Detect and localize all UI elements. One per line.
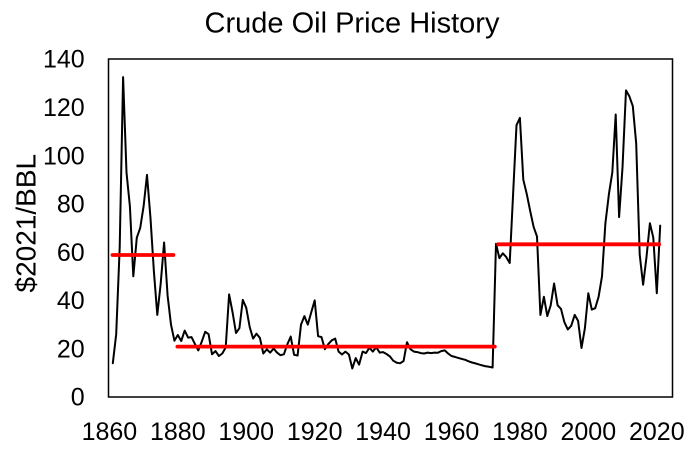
svg-text:1920: 1920 [287,418,343,446]
svg-text:2000: 2000 [560,418,616,446]
svg-text:80: 80 [57,191,85,219]
svg-text:120: 120 [43,94,85,122]
svg-text:20: 20 [57,335,85,363]
svg-text:1940: 1940 [355,418,411,446]
svg-text:1880: 1880 [150,418,206,446]
svg-text:$2021/BBL: $2021/BBL [11,154,42,293]
svg-text:1960: 1960 [424,418,480,446]
svg-text:140: 140 [43,46,85,74]
svg-text:2020: 2020 [629,418,685,446]
svg-text:100: 100 [43,142,85,170]
svg-text:1980: 1980 [492,418,548,446]
svg-text:40: 40 [57,287,85,315]
svg-text:Crude Oil Price History: Crude Oil Price History [205,8,500,40]
svg-text:1900: 1900 [218,418,274,446]
svg-text:0: 0 [71,384,85,412]
svg-text:60: 60 [57,239,85,267]
svg-text:1860: 1860 [82,418,138,446]
